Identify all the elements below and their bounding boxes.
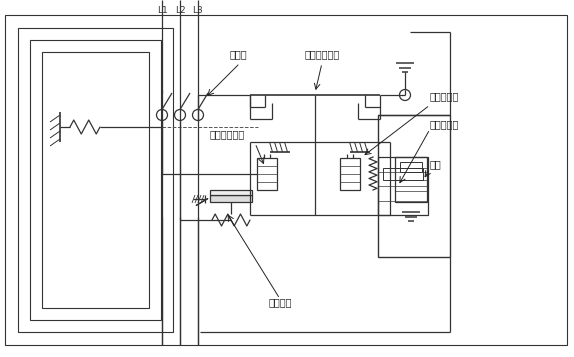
- Text: 分励脱扣器: 分励脱扣器: [430, 91, 459, 101]
- Text: 按钮: 按钮: [430, 159, 442, 169]
- Bar: [30, 40, 161, 320]
- Bar: [18, 28, 173, 332]
- Text: 自由脱扣机构: 自由脱扣机构: [305, 49, 340, 59]
- Text: 失压脱扣器: 失压脱扣器: [430, 119, 459, 129]
- Bar: [378, 115, 450, 257]
- Bar: [378, 157, 428, 215]
- Bar: [210, 190, 252, 195]
- Text: L3: L3: [193, 6, 203, 15]
- Bar: [395, 157, 427, 202]
- Bar: [383, 168, 423, 180]
- Text: 过电流脱扣器: 过电流脱扣器: [210, 129, 245, 139]
- Bar: [400, 162, 422, 172]
- Text: L2: L2: [174, 6, 185, 15]
- Text: 热脱扣器: 热脱扣器: [268, 297, 292, 307]
- Bar: [210, 195, 252, 202]
- Bar: [257, 158, 277, 190]
- Bar: [340, 158, 360, 190]
- Text: L1: L1: [157, 6, 168, 15]
- Bar: [42, 52, 149, 308]
- Text: 主触点: 主触点: [230, 49, 247, 59]
